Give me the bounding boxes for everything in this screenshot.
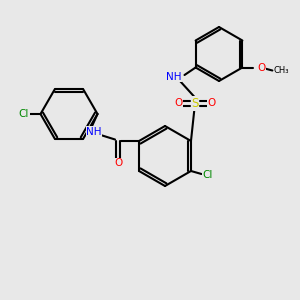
Text: O: O bbox=[174, 98, 183, 109]
Text: S: S bbox=[191, 97, 199, 110]
Text: NH: NH bbox=[166, 71, 182, 82]
Text: CH₃: CH₃ bbox=[274, 66, 290, 75]
Text: O: O bbox=[114, 158, 122, 169]
Text: NH: NH bbox=[86, 127, 102, 137]
Text: O: O bbox=[257, 62, 266, 73]
Text: Cl: Cl bbox=[19, 109, 29, 119]
Text: O: O bbox=[207, 98, 216, 109]
Text: Cl: Cl bbox=[202, 170, 213, 181]
